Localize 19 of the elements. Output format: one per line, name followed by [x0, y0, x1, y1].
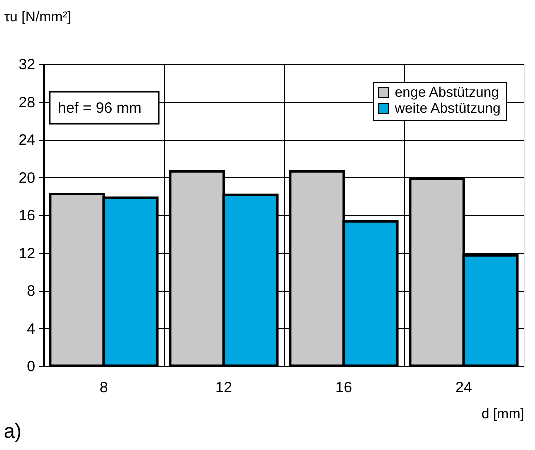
- y-tick-label: 28: [18, 94, 36, 112]
- y-tick-label: 32: [18, 56, 36, 74]
- annotation: hef = 96 mm: [58, 100, 142, 117]
- y-tick-label: 20: [18, 170, 36, 187]
- y-tick-label: 24: [18, 132, 36, 149]
- y-tick-label: 12: [18, 245, 36, 262]
- y-tick-label: 0: [27, 358, 36, 376]
- legend-label: enge Abstützung: [395, 84, 500, 100]
- x-tick-label: 24: [456, 380, 472, 396]
- y-tick-label: 4: [27, 320, 36, 338]
- x-tick-label: 8: [100, 380, 108, 396]
- x-axis-title: d [mm]: [482, 406, 524, 422]
- text: a): [4, 421, 22, 443]
- y-tick-label: 8: [27, 283, 36, 300]
- x-tick-label: 16: [336, 380, 352, 396]
- x-tick-label: 12: [216, 380, 232, 396]
- y-tick-label: 16: [18, 208, 36, 224]
- legend-label: weite Abstützung: [394, 100, 501, 116]
- y-axis-title: τu [N/mm²]: [4, 8, 72, 24]
